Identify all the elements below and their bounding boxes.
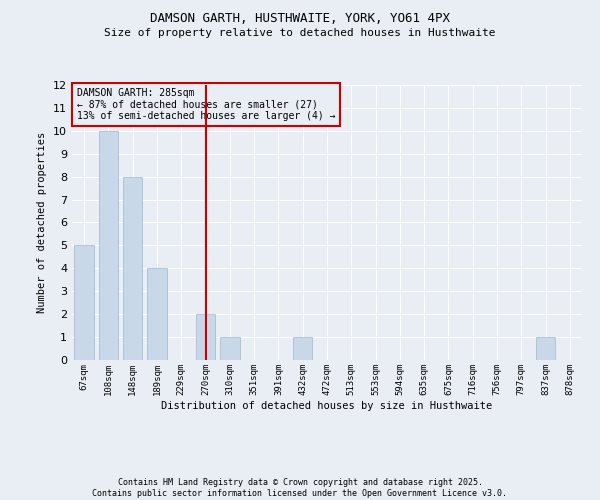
Text: Size of property relative to detached houses in Husthwaite: Size of property relative to detached ho… xyxy=(104,28,496,38)
Bar xyxy=(74,246,94,360)
Text: Contains HM Land Registry data © Crown copyright and database right 2025.
Contai: Contains HM Land Registry data © Crown c… xyxy=(92,478,508,498)
Text: DAMSON GARTH, HUSTHWAITE, YORK, YO61 4PX: DAMSON GARTH, HUSTHWAITE, YORK, YO61 4PX xyxy=(150,12,450,26)
Bar xyxy=(293,337,313,360)
X-axis label: Distribution of detached houses by size in Husthwaite: Distribution of detached houses by size … xyxy=(161,400,493,410)
Bar xyxy=(147,268,167,360)
Bar xyxy=(536,337,555,360)
Text: DAMSON GARTH: 285sqm
← 87% of detached houses are smaller (27)
13% of semi-detac: DAMSON GARTH: 285sqm ← 87% of detached h… xyxy=(77,88,335,121)
Bar xyxy=(220,337,239,360)
Bar xyxy=(196,314,215,360)
Bar xyxy=(123,176,142,360)
Bar xyxy=(99,131,118,360)
Y-axis label: Number of detached properties: Number of detached properties xyxy=(37,132,47,313)
